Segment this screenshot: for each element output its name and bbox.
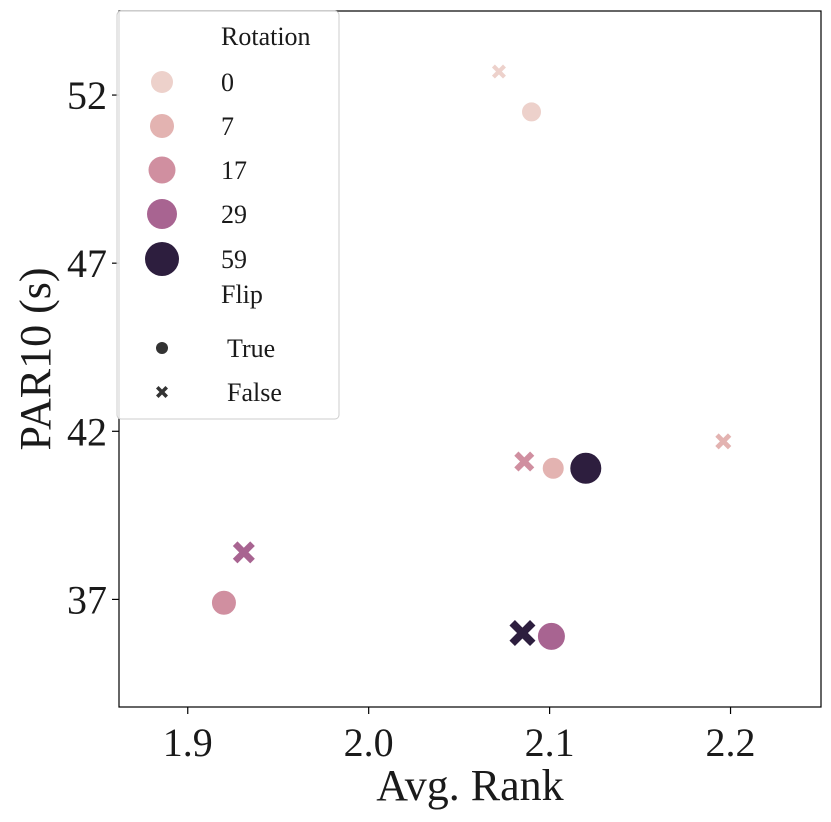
legend-label: 17 [221,156,247,185]
x-tick-label: 2.0 [344,720,394,765]
legend-hue-title: Rotation [221,22,311,51]
x-tick-label: 2.1 [525,720,575,765]
data-point-circle [536,621,566,651]
legend-label: False [227,378,282,407]
legend-marker [145,242,179,276]
legend-marker [148,156,176,184]
legend-style-title: Flip [221,280,263,309]
legend-label: 7 [221,112,234,141]
data-point-circle [569,451,603,485]
x-axis: 1.9 2.0 2.1 2.2 [163,707,756,765]
legend-marker [156,386,168,398]
data-point-cross [509,620,536,647]
data-points [210,64,732,651]
legend: Rotation Flip 0 7 17 29 59 True False [116,10,340,420]
y-tick-label: 47 [67,241,107,286]
legend-label: True [227,334,275,363]
data-point-cross [491,64,506,79]
legend-marker [150,114,174,138]
y-tick-label: 52 [67,73,107,118]
data-point-cross [715,433,732,450]
y-tick-label: 42 [67,409,107,454]
data-point-circle [521,101,543,123]
data-point-cross [514,451,535,472]
legend-marker [151,71,173,93]
legend-label: 0 [221,68,234,97]
legend-label: 59 [221,245,247,274]
legend-marker [156,342,168,354]
y-tick-label: 37 [67,577,107,622]
legend-frame [116,10,340,420]
data-point-cross [232,541,255,564]
y-axis-label: PAR10 (s) [11,268,60,451]
legend-label: 29 [221,200,247,229]
legend-marker [147,199,177,229]
x-axis-label: Avg. Rank [376,761,563,810]
y-axis: 37 42 47 52 [67,73,119,622]
x-tick-label: 2.2 [706,720,756,765]
data-point-circle [210,589,237,616]
x-tick-label: 1.9 [163,720,213,765]
data-point-circle [541,456,565,480]
